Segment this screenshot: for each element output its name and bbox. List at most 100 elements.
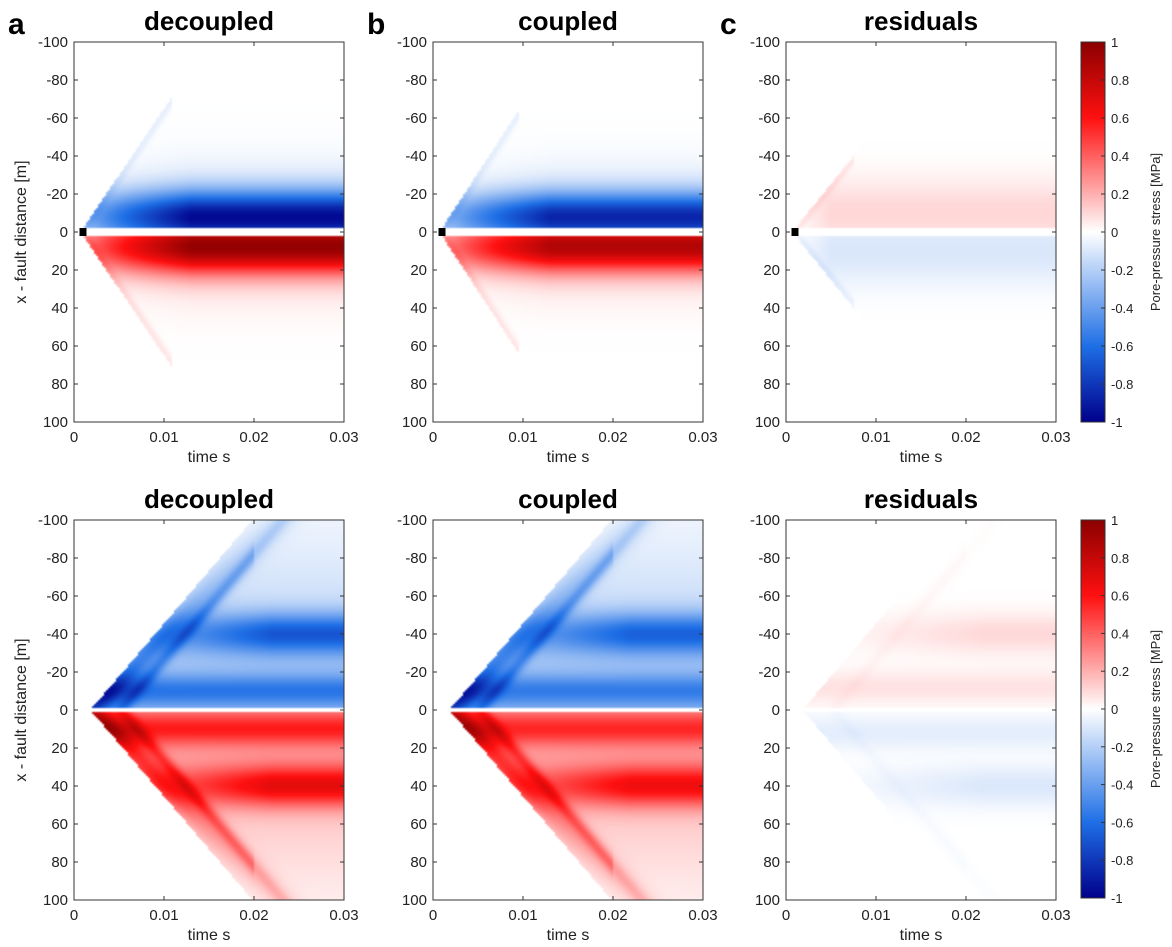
colorbar-tick-label: 0.4 [1111,626,1129,641]
y-tick-label: -20 [405,664,427,681]
x-tick-label: 0 [70,907,78,924]
x-tick-label: 0.03 [329,429,358,446]
colorbar-tick-label: 0 [1111,225,1118,240]
y-tick-label: -100 [397,512,427,529]
y-tick-label: -40 [758,148,780,165]
y-tick-label: -40 [46,148,68,165]
x-tick-label: 0 [782,907,790,924]
panel-top-residual: 0 0.01 0.02 0.03 -100 -80 -60 -40 -20 0 20 40 60 80 10… [720,6,1071,466]
colorbar-tick-label: -1 [1111,415,1123,430]
panel-title: residuals [864,6,978,36]
heatmap-image [433,520,703,900]
x-tick-label: 0.01 [861,429,890,446]
heatmap-image [74,520,344,900]
colorbar-tick-label: -0.4 [1111,301,1133,316]
y-tick-label: 40 [51,778,68,795]
panel-top-coupled: 0 0.01 0.02 0.03 -100 -80 -60 -40 -20 0 20 40 60 80 10… [367,6,718,466]
x-tick-label: 0.01 [149,907,178,924]
x-axis-label: time s [547,449,590,466]
x-axis-label: time s [547,927,590,944]
y-tick-label: 20 [51,262,68,279]
y-tick-label: -100 [750,512,780,529]
heatmap-image [786,42,1056,422]
colorbar-tick-label: 1 [1111,513,1118,528]
colorbar-tick-label: -0.2 [1111,740,1133,755]
colorbar-tick-label: 0.8 [1111,73,1129,88]
y-tick-label: 100 [43,414,68,431]
colorbar-tick-label: -0.6 [1111,339,1133,354]
x-tick-label: 0.03 [688,907,717,924]
source-marker [438,228,446,236]
y-tick-label: 80 [410,376,427,393]
y-tick-label: 80 [51,376,68,393]
y-tick-label: 40 [410,300,427,317]
y-tick-label: 100 [402,892,427,909]
y-tick-label: -60 [46,110,68,127]
colorbar-tick-label: 0.2 [1111,187,1129,202]
y-tick-label: 40 [763,300,780,317]
y-tick-label: -20 [46,186,68,203]
heatmap-image [433,42,703,422]
x-tick-label: 0.02 [951,907,980,924]
x-tick-label: 0.02 [239,429,268,446]
panel-title: decoupled [144,484,274,514]
x-tick-label: 0.03 [1041,429,1070,446]
y-tick-label: -100 [38,34,68,51]
y-tick-label: -100 [397,34,427,51]
colorbar-tick-label: -0.6 [1111,815,1133,830]
colorbar-top: 1 0.8 0.6 0.4 0.2 0 -0.2 -0.4 -0.6 -0.8 -1 Pore-pre… [1080,35,1163,430]
y-tick-label: 80 [763,854,780,871]
y-tick-label: 60 [410,816,427,833]
panel-letter: c [720,8,737,41]
y-tick-label: 0 [419,224,427,241]
x-tick-label: 0 [782,429,790,446]
x-tick-label: 0.01 [508,907,537,924]
source-marker [79,228,87,236]
panel-title: coupled [518,484,618,514]
y-tick-label: 20 [763,262,780,279]
x-tick-label: 0 [429,907,437,924]
y-tick-label: -20 [758,664,780,681]
panel-letter: b [367,8,385,41]
y-tick-label: 0 [60,702,68,719]
colorbar-tick-label: -0.2 [1111,263,1133,278]
y-tick-label: 100 [43,892,68,909]
y-tick-label: 60 [763,338,780,355]
colorbar-tick-label: -0.4 [1111,778,1133,793]
y-tick-label: -20 [758,186,780,203]
x-axis-label: time s [188,449,231,466]
y-axis-label: x - fault distance [m] [13,638,30,781]
y-tick-label: -100 [750,34,780,51]
colorbar-label: Pore-pressure stress [MPa] [1148,153,1163,311]
panel-title: residuals [864,484,978,514]
x-tick-label: 0.03 [1041,907,1070,924]
colorbar-tick-label: 0.6 [1111,589,1129,604]
colorbar-tick-label: -0.8 [1111,853,1133,868]
y-tick-label: 40 [410,778,427,795]
x-tick-label: 0.01 [508,429,537,446]
source-marker [791,228,799,236]
y-tick-label: -40 [405,148,427,165]
colorbar-tick-label: 0.2 [1111,664,1129,679]
x-axis-label: time s [188,927,231,944]
panel-title: decoupled [144,6,274,36]
panel-title: coupled [518,6,618,36]
x-tick-label: 0.02 [951,429,980,446]
panel-bottom-decoupled: 0 0.01 0.02 0.03 -100 -80 -60 -40 -20 0 20 40 60 80 10… [13,484,359,944]
panel-bottom-residual: 0 0.01 0.02 0.03 -100 -80 -60 -40 -20 0 20 40 60 80 10… [750,484,1071,944]
y-tick-label: -20 [405,186,427,203]
y-tick-label: 80 [763,376,780,393]
y-tick-label: 0 [419,702,427,719]
y-tick-label: -60 [758,588,780,605]
colorbar-tick-label: 0 [1111,702,1118,717]
y-tick-label: 80 [410,854,427,871]
y-tick-label: 60 [763,816,780,833]
x-tick-label: 0 [429,429,437,446]
y-tick-label: -80 [405,72,427,89]
y-axis-label: x - fault distance [m] [13,160,30,303]
y-tick-label: -60 [405,588,427,605]
x-tick-label: 0 [70,429,78,446]
x-tick-label: 0.01 [861,907,890,924]
y-tick-label: -40 [405,626,427,643]
y-tick-label: -80 [758,72,780,89]
